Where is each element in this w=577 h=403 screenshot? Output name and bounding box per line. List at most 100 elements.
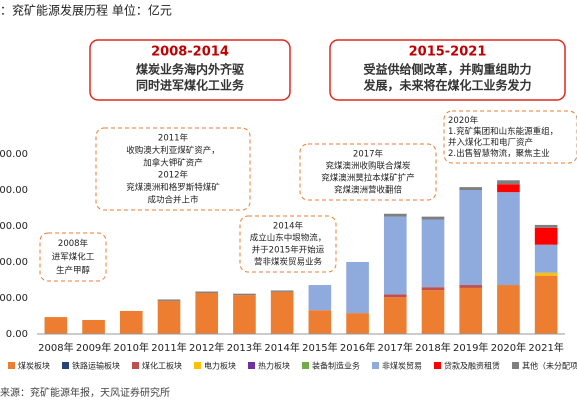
bar-segment bbox=[497, 192, 520, 286]
bar-segment bbox=[534, 272, 558, 276]
annotation-box bbox=[95, 127, 251, 211]
annotation-text: 2014年 bbox=[273, 221, 304, 232]
bar-segment bbox=[383, 213, 407, 217]
annotation-text: 成功合并上市 bbox=[147, 194, 199, 205]
annotation-text: 收购澳大利亚煤矿资产， bbox=[126, 145, 220, 156]
period-title: 2008-2014 bbox=[151, 45, 229, 60]
bar-segment bbox=[119, 310, 143, 334]
legend-swatch bbox=[194, 362, 201, 369]
bar-segment bbox=[497, 180, 520, 185]
y-tick-label: 1500.00 bbox=[0, 221, 28, 232]
legend-swatch bbox=[512, 362, 519, 369]
bar-segment bbox=[383, 216, 407, 295]
period-box bbox=[89, 39, 291, 101]
annotation-box bbox=[443, 110, 577, 164]
bar-segment bbox=[233, 293, 256, 296]
annotation-text: 加拿大钾矿资产 bbox=[143, 157, 203, 168]
bar-segment bbox=[346, 262, 369, 314]
bar-segment bbox=[346, 313, 369, 334]
bar-segment bbox=[44, 317, 68, 334]
y-tick-label: 1000.00 bbox=[0, 257, 28, 268]
annotation-text: 2012年 bbox=[158, 170, 189, 181]
legend-label: 其他（未分配项目） bbox=[522, 361, 577, 371]
x-tick-label: 2015年 bbox=[302, 341, 337, 354]
bar-segment bbox=[308, 285, 332, 311]
legend-label: 非煤炭贸易 bbox=[382, 361, 422, 371]
x-tick-label: 2016年 bbox=[340, 341, 375, 354]
annotation-text: 生产甲醇 bbox=[56, 265, 91, 276]
x-tick-label: 2012年 bbox=[189, 341, 224, 354]
bar-segment bbox=[459, 287, 483, 334]
bar-segment bbox=[421, 290, 445, 334]
bar-segment bbox=[459, 187, 483, 190]
x-tick-label: 2009年 bbox=[76, 341, 111, 354]
annotation-text: 2017年 bbox=[353, 149, 384, 160]
legend-swatch bbox=[8, 362, 15, 369]
x-tick-label: 2008年 bbox=[38, 341, 73, 354]
legend-label: 铁路运输板块 bbox=[72, 361, 120, 371]
bar-segment bbox=[82, 319, 105, 334]
annotation-text: 兖煤澳洲莫拉本煤矿扩产 bbox=[321, 173, 415, 184]
legend-label: 装备制造业务 bbox=[312, 361, 360, 371]
x-tick-label: 2019年 bbox=[453, 341, 488, 354]
x-tick-label: 2014年 bbox=[264, 341, 299, 354]
annotation-text: 2008年 bbox=[58, 238, 89, 249]
bar-segment bbox=[195, 291, 219, 293]
annotation-box bbox=[239, 215, 337, 273]
legend-swatch bbox=[302, 362, 309, 369]
y-tick-label: 500.00 bbox=[0, 293, 28, 304]
legend-swatch bbox=[372, 362, 379, 369]
legend-label: 贷款及融资租赁 bbox=[444, 361, 500, 371]
bar-segment bbox=[383, 294, 407, 298]
period-text: 受益供给侧改革，并购重组助力 bbox=[363, 62, 531, 77]
annotation-text: 并于2015年开始运 bbox=[252, 245, 325, 256]
bar-segment bbox=[421, 216, 445, 220]
bar-segment bbox=[157, 299, 181, 301]
y-tick-label: 0.00 bbox=[6, 329, 28, 340]
annotation-text: 营非煤炭贸易业务 bbox=[254, 257, 323, 268]
annotation-text: 兖煤澳洲收购联合煤炭 bbox=[325, 161, 411, 172]
bar-segment bbox=[534, 244, 558, 273]
annotation-box bbox=[39, 232, 107, 282]
legend-swatch bbox=[62, 362, 69, 369]
bar-segment bbox=[534, 227, 558, 245]
legend-swatch bbox=[132, 362, 139, 369]
x-tick-label: 2017年 bbox=[378, 341, 413, 354]
period-title: 2015-2021 bbox=[409, 45, 487, 60]
annotation-text: 1.兖矿集团和山东能源重组， bbox=[448, 126, 558, 137]
bar-segment bbox=[157, 300, 181, 334]
bar-segment bbox=[497, 184, 520, 193]
bar-segment bbox=[497, 285, 520, 334]
bar-segment bbox=[421, 287, 445, 291]
x-tick-label: 2013年 bbox=[227, 341, 262, 354]
annotation-text: 成立山东中垠物流， bbox=[250, 233, 327, 244]
bar-segment bbox=[383, 297, 407, 334]
legend-label: 煤化工板块 bbox=[142, 361, 182, 371]
legend-label: 电力板块 bbox=[204, 361, 236, 371]
y-tick-label: 2000.00 bbox=[0, 185, 28, 196]
bar-segment bbox=[270, 291, 294, 334]
annotation-text: 2020年 bbox=[448, 115, 479, 126]
annotation-text: 兖煤澳洲和格罗斯特煤矿 bbox=[126, 182, 220, 193]
annotation-text: 进军煤化工 bbox=[52, 252, 95, 263]
x-tick-label: 2020年 bbox=[491, 341, 526, 354]
annotation-text: 兖煤澳洲营收翻倍 bbox=[334, 185, 403, 196]
annotation-box bbox=[299, 143, 437, 201]
bar-segment bbox=[233, 295, 256, 334]
annotation-text: 2011年 bbox=[158, 133, 189, 144]
period-text: 发展，未来将在煤化工业务发力 bbox=[362, 78, 531, 93]
x-tick-label: 2010年 bbox=[114, 341, 149, 354]
annotation-text: 并入煤化工和电厂资产 bbox=[448, 137, 533, 148]
bar-segment bbox=[195, 292, 219, 334]
period-text: 煤炭业务海内外齐驱 bbox=[136, 62, 244, 77]
legend-label: 热力板块 bbox=[258, 361, 290, 371]
period-text: 同时进军煤化工业务 bbox=[136, 78, 245, 93]
annotation-text: 2.出售智慧物流，聚焦主业 bbox=[448, 148, 550, 159]
source: 来源：兖矿能源年报，天风证券研究所 bbox=[0, 386, 170, 399]
chart-title: ：兖矿能源发展历程 单位：亿元 bbox=[0, 3, 172, 18]
bar-segment bbox=[459, 190, 483, 286]
legend-label: 煤炭板块 bbox=[18, 361, 50, 371]
y-tick-label: 2500.00 bbox=[0, 149, 28, 160]
bar-segment bbox=[459, 285, 483, 288]
